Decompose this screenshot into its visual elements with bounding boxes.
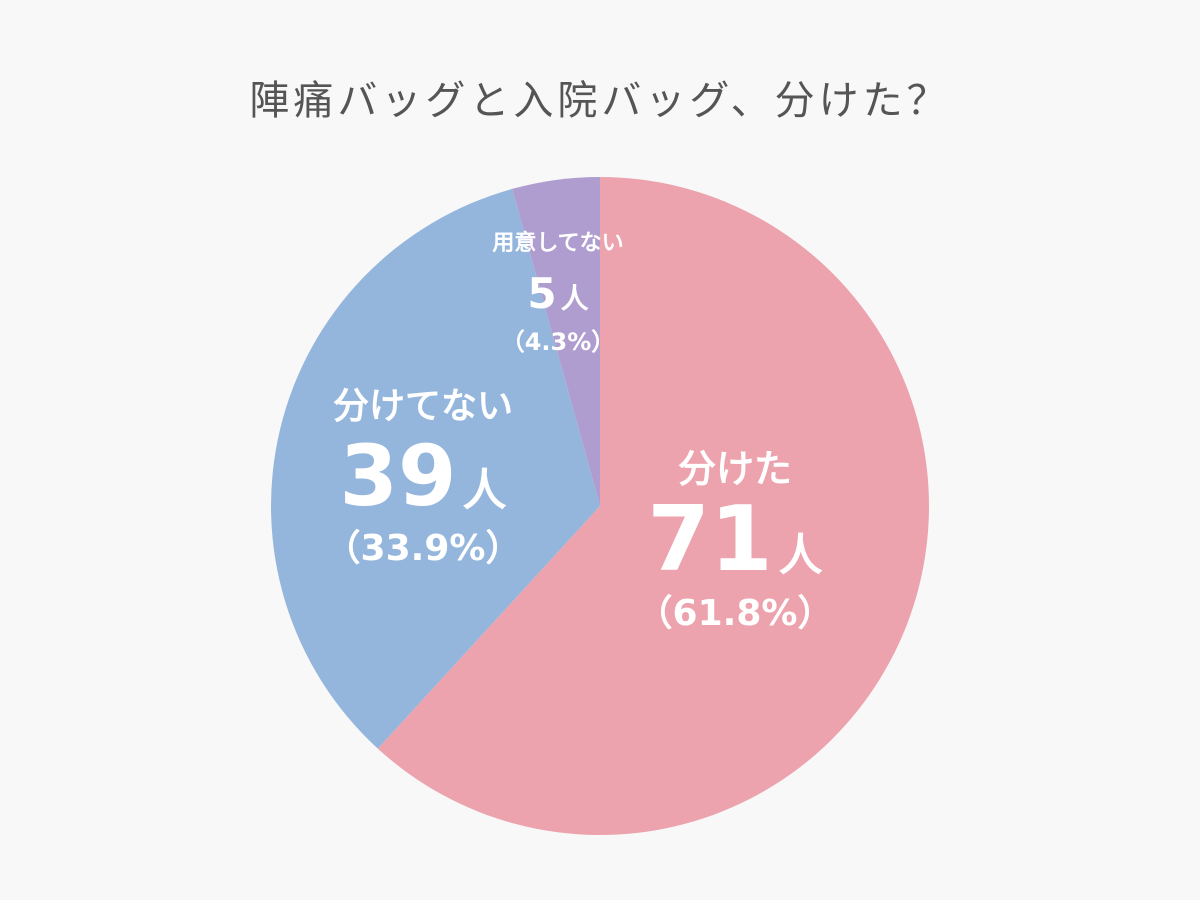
slice-label-youishitenai: 用意してない — [492, 230, 623, 256]
chart-title: 陣痛バッグと入院バッグ、分けた？ — [249, 78, 951, 124]
slice-count-kaketa: 71 — [647, 487, 772, 592]
slice-count-waketenai-row: 39 人 — [340, 427, 507, 525]
slice-count-youishitenai: 5 — [527, 269, 556, 318]
slice-waketenai — [271, 188, 600, 749]
slice-kaketa — [377, 177, 929, 835]
slice-label-kaketa: 分けた — [678, 447, 792, 491]
pie-slices — [271, 177, 929, 835]
slice-youishitenai — [512, 177, 600, 506]
slice-unit-waketenai: 人 — [462, 465, 506, 516]
slice-unit-youishitenai: 人 — [561, 282, 589, 315]
slice-unit-kaketa: 人 — [779, 530, 823, 581]
slice-percent-youishitenai: （4.3%） — [501, 328, 616, 356]
slice-count-waketenai: 39 — [340, 427, 457, 525]
slice-percent-waketenai: （33.9%） — [325, 528, 522, 569]
slice-label-waketenai: 分けてない — [333, 386, 513, 427]
slice-percent-kaketa: （61.8%） — [637, 593, 834, 634]
slice-count-kaketa-row: 71 人 — [647, 487, 822, 592]
